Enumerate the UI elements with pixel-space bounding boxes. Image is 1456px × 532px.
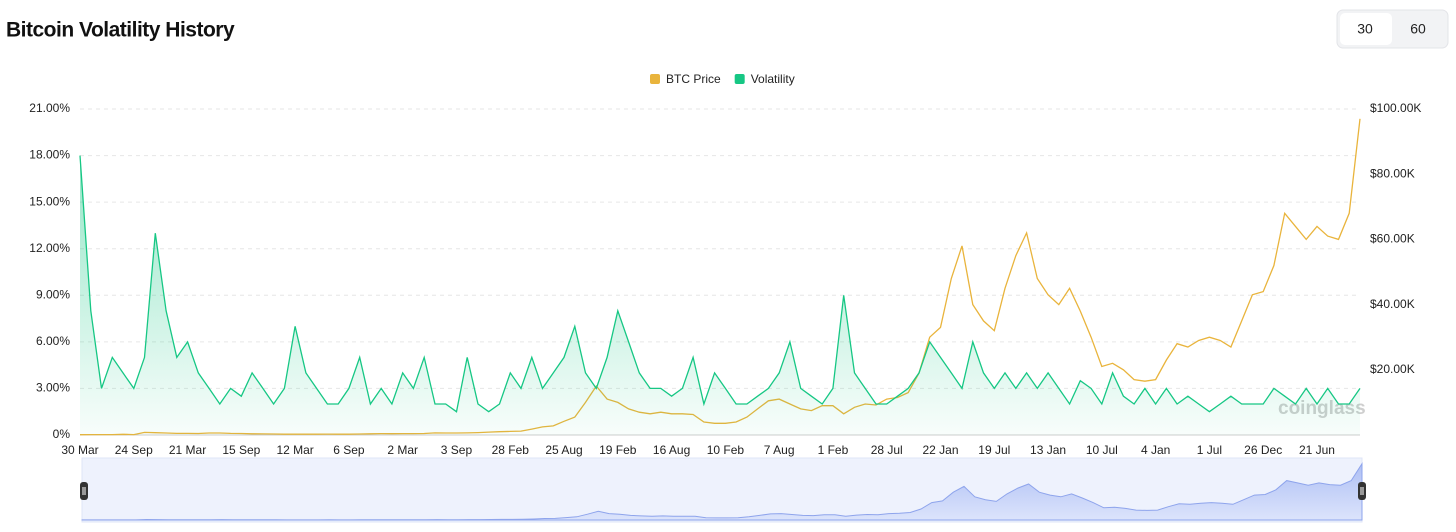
legend-label[interactable]: BTC Price: [666, 72, 721, 86]
period-button-active[interactable]: [1340, 13, 1392, 45]
x-tick-label: 19 Jul: [978, 443, 1010, 457]
x-tick-label: 13 Jan: [1030, 443, 1066, 457]
x-tick-label: 16 Aug: [653, 443, 690, 457]
x-tick-label: 22 Jan: [922, 443, 958, 457]
x-tick-label: 1 Jul: [1197, 443, 1222, 457]
y2-tick-label: $80.00K: [1370, 166, 1415, 180]
y-tick-label: 6.00%: [36, 334, 70, 348]
legend-swatch[interactable]: [734, 74, 745, 84]
legend-label[interactable]: Volatility: [751, 72, 795, 86]
navigator-handle[interactable]: [80, 482, 88, 500]
x-tick-label: 15 Sep: [222, 443, 260, 457]
x-tick-label: 10 Jul: [1086, 443, 1118, 457]
y-tick-label: 3.00%: [36, 381, 70, 395]
period-button[interactable]: 30: [1357, 21, 1373, 37]
volatility-area: [80, 155, 1360, 435]
x-tick-label: 6 Sep: [333, 443, 365, 457]
y-tick-label: 18.00%: [29, 148, 70, 162]
x-tick-label: 21 Jun: [1299, 443, 1335, 457]
period-button[interactable]: 60: [1410, 21, 1426, 37]
x-tick-label: 21 Mar: [169, 443, 206, 457]
x-tick-label: 12 Mar: [276, 443, 313, 457]
x-tick-label: 7 Aug: [764, 443, 795, 457]
x-tick-label: 1 Feb: [818, 443, 849, 457]
y-tick-label: 21.00%: [29, 101, 70, 115]
x-tick-label: 24 Sep: [115, 443, 153, 457]
x-tick-label: 19 Feb: [599, 443, 637, 457]
y2-tick-label: $100.00K: [1370, 101, 1421, 115]
x-tick-label: 10 Feb: [707, 443, 745, 457]
series-line: [79, 155, 1361, 413]
legend-swatch[interactable]: [650, 74, 660, 84]
y-tick-label: 9.00%: [36, 287, 70, 301]
y-tick-label: 0%: [53, 427, 71, 441]
chart-title: Bitcoin Volatility History: [6, 19, 235, 42]
y2-tick-label: $20.00K: [1370, 362, 1415, 376]
x-tick-label: 28 Feb: [492, 443, 530, 457]
x-tick-label: 4 Jan: [1141, 443, 1170, 457]
x-tick-label: 3 Sep: [441, 443, 473, 457]
y2-tick-label: $60.00K: [1370, 232, 1415, 246]
y-tick-label: 15.00%: [29, 194, 70, 208]
x-tick-label: 2 Mar: [387, 443, 418, 457]
x-tick-label: 28 Jul: [871, 443, 903, 457]
y2-tick-label: $40.00K: [1370, 297, 1415, 311]
navigator-area: [81, 461, 1363, 521]
x-tick-label: 25 Aug: [545, 443, 582, 457]
x-tick-label: 30 Mar: [61, 443, 98, 457]
x-tick-label: 26 Dec: [1244, 443, 1282, 457]
navigator-handle[interactable]: [1358, 482, 1366, 500]
y-tick-label: 12.00%: [29, 241, 70, 255]
